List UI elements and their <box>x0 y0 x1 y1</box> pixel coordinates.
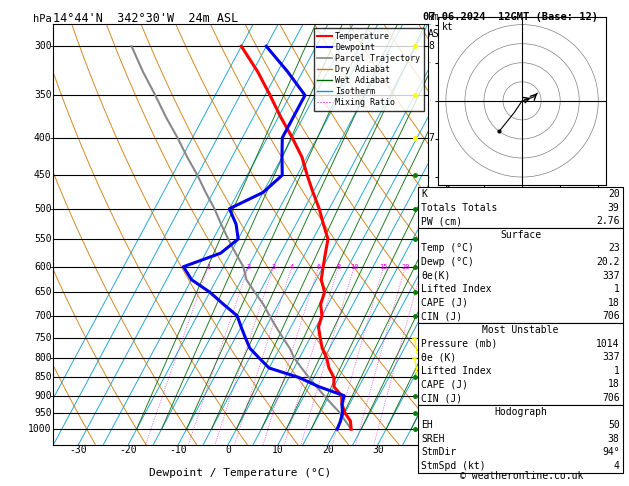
Text: 18: 18 <box>608 380 620 389</box>
Text: ASL: ASL <box>428 29 445 38</box>
Text: 450: 450 <box>34 170 52 180</box>
Text: CAPE (J): CAPE (J) <box>421 380 469 389</box>
Text: 700: 700 <box>34 311 52 321</box>
Text: Most Unstable: Most Unstable <box>482 325 559 335</box>
Text: 07.06.2024  12GMT (Base: 12): 07.06.2024 12GMT (Base: 12) <box>423 12 598 22</box>
Text: 1: 1 <box>614 366 620 376</box>
Text: 1: 1 <box>614 284 620 294</box>
Text: 10: 10 <box>272 445 284 455</box>
Text: 337: 337 <box>602 271 620 280</box>
Text: K: K <box>421 189 427 199</box>
Text: 6: 6 <box>428 204 435 214</box>
Text: Totals Totals: Totals Totals <box>421 203 498 212</box>
Text: 8: 8 <box>428 41 435 51</box>
Text: Dewp (°C): Dewp (°C) <box>421 257 474 267</box>
Text: 3: 3 <box>272 264 276 270</box>
Text: Temp (°C): Temp (°C) <box>421 243 474 253</box>
Text: 4: 4 <box>428 287 435 297</box>
Text: Lifted Index: Lifted Index <box>421 366 492 376</box>
Text: Mixing Ratio (g/kg): Mixing Ratio (g/kg) <box>442 183 451 286</box>
Text: 40: 40 <box>422 445 433 455</box>
Text: 600: 600 <box>34 261 52 272</box>
Text: 15: 15 <box>379 264 388 270</box>
Text: 2: 2 <box>247 264 251 270</box>
Text: 300: 300 <box>34 41 52 51</box>
Text: 1000: 1000 <box>28 424 52 434</box>
Text: 7: 7 <box>428 133 435 143</box>
Text: -10: -10 <box>169 445 187 455</box>
Text: 900: 900 <box>34 391 52 400</box>
Text: 706: 706 <box>602 312 620 321</box>
Text: 38: 38 <box>608 434 620 444</box>
Text: 2: 2 <box>428 353 435 363</box>
Text: 1: 1 <box>206 264 210 270</box>
Text: CIN (J): CIN (J) <box>421 393 462 403</box>
Text: Lifted Index: Lifted Index <box>421 284 492 294</box>
Text: 39: 39 <box>608 203 620 212</box>
Text: EH: EH <box>421 420 433 430</box>
Text: 0: 0 <box>225 445 231 455</box>
Text: PW (cm): PW (cm) <box>421 216 462 226</box>
Text: 20.2: 20.2 <box>596 257 620 267</box>
Text: kt: kt <box>442 22 454 32</box>
Text: 20: 20 <box>608 189 620 199</box>
Text: 706: 706 <box>602 393 620 403</box>
Text: 500: 500 <box>34 204 52 214</box>
Text: 950: 950 <box>34 408 52 418</box>
Text: 3: 3 <box>428 311 435 321</box>
Text: © weatheronline.co.uk: © weatheronline.co.uk <box>460 471 584 481</box>
Text: 350: 350 <box>34 90 52 100</box>
Text: 30: 30 <box>372 445 384 455</box>
Text: 1014: 1014 <box>596 339 620 348</box>
Text: 1: 1 <box>428 391 435 400</box>
Text: StmDir: StmDir <box>421 448 457 457</box>
Text: 800: 800 <box>34 353 52 363</box>
Text: 25: 25 <box>418 264 426 270</box>
Text: 20: 20 <box>322 445 334 455</box>
Text: 400: 400 <box>34 133 52 143</box>
Text: 6: 6 <box>316 264 321 270</box>
Text: 18: 18 <box>608 298 620 308</box>
Text: 4: 4 <box>614 461 620 471</box>
Text: 10: 10 <box>350 264 359 270</box>
Text: 4: 4 <box>290 264 294 270</box>
Text: 650: 650 <box>34 287 52 297</box>
Text: 94°: 94° <box>602 448 620 457</box>
Text: 850: 850 <box>34 372 52 382</box>
Text: 750: 750 <box>34 333 52 343</box>
Text: 550: 550 <box>34 234 52 244</box>
Text: CIN (J): CIN (J) <box>421 312 462 321</box>
Text: 14°44'N  342°30'W  24m ASL: 14°44'N 342°30'W 24m ASL <box>53 12 239 25</box>
Text: 5: 5 <box>428 261 435 272</box>
Text: CAPE (J): CAPE (J) <box>421 298 469 308</box>
Text: Pressure (mb): Pressure (mb) <box>421 339 498 348</box>
Text: StmSpd (kt): StmSpd (kt) <box>421 461 486 471</box>
Text: -20: -20 <box>120 445 137 455</box>
Text: 50: 50 <box>608 420 620 430</box>
Text: 2.76: 2.76 <box>596 216 620 226</box>
Text: Hodograph: Hodograph <box>494 407 547 417</box>
Text: SREH: SREH <box>421 434 445 444</box>
Text: θe(K): θe(K) <box>421 271 451 280</box>
Text: -30: -30 <box>70 445 87 455</box>
Text: 20: 20 <box>401 264 409 270</box>
Text: Surface: Surface <box>500 230 541 240</box>
Text: 23: 23 <box>608 243 620 253</box>
Legend: Temperature, Dewpoint, Parcel Trajectory, Dry Adiabat, Wet Adiabat, Isotherm, Mi: Temperature, Dewpoint, Parcel Trajectory… <box>313 29 423 111</box>
Text: Dewpoint / Temperature (°C): Dewpoint / Temperature (°C) <box>150 468 331 478</box>
Text: 8: 8 <box>337 264 341 270</box>
Text: hPa: hPa <box>33 14 52 24</box>
Text: 337: 337 <box>602 352 620 362</box>
Text: θe (K): θe (K) <box>421 352 457 362</box>
Text: km: km <box>428 12 440 22</box>
Text: LCL: LCL <box>429 421 445 430</box>
